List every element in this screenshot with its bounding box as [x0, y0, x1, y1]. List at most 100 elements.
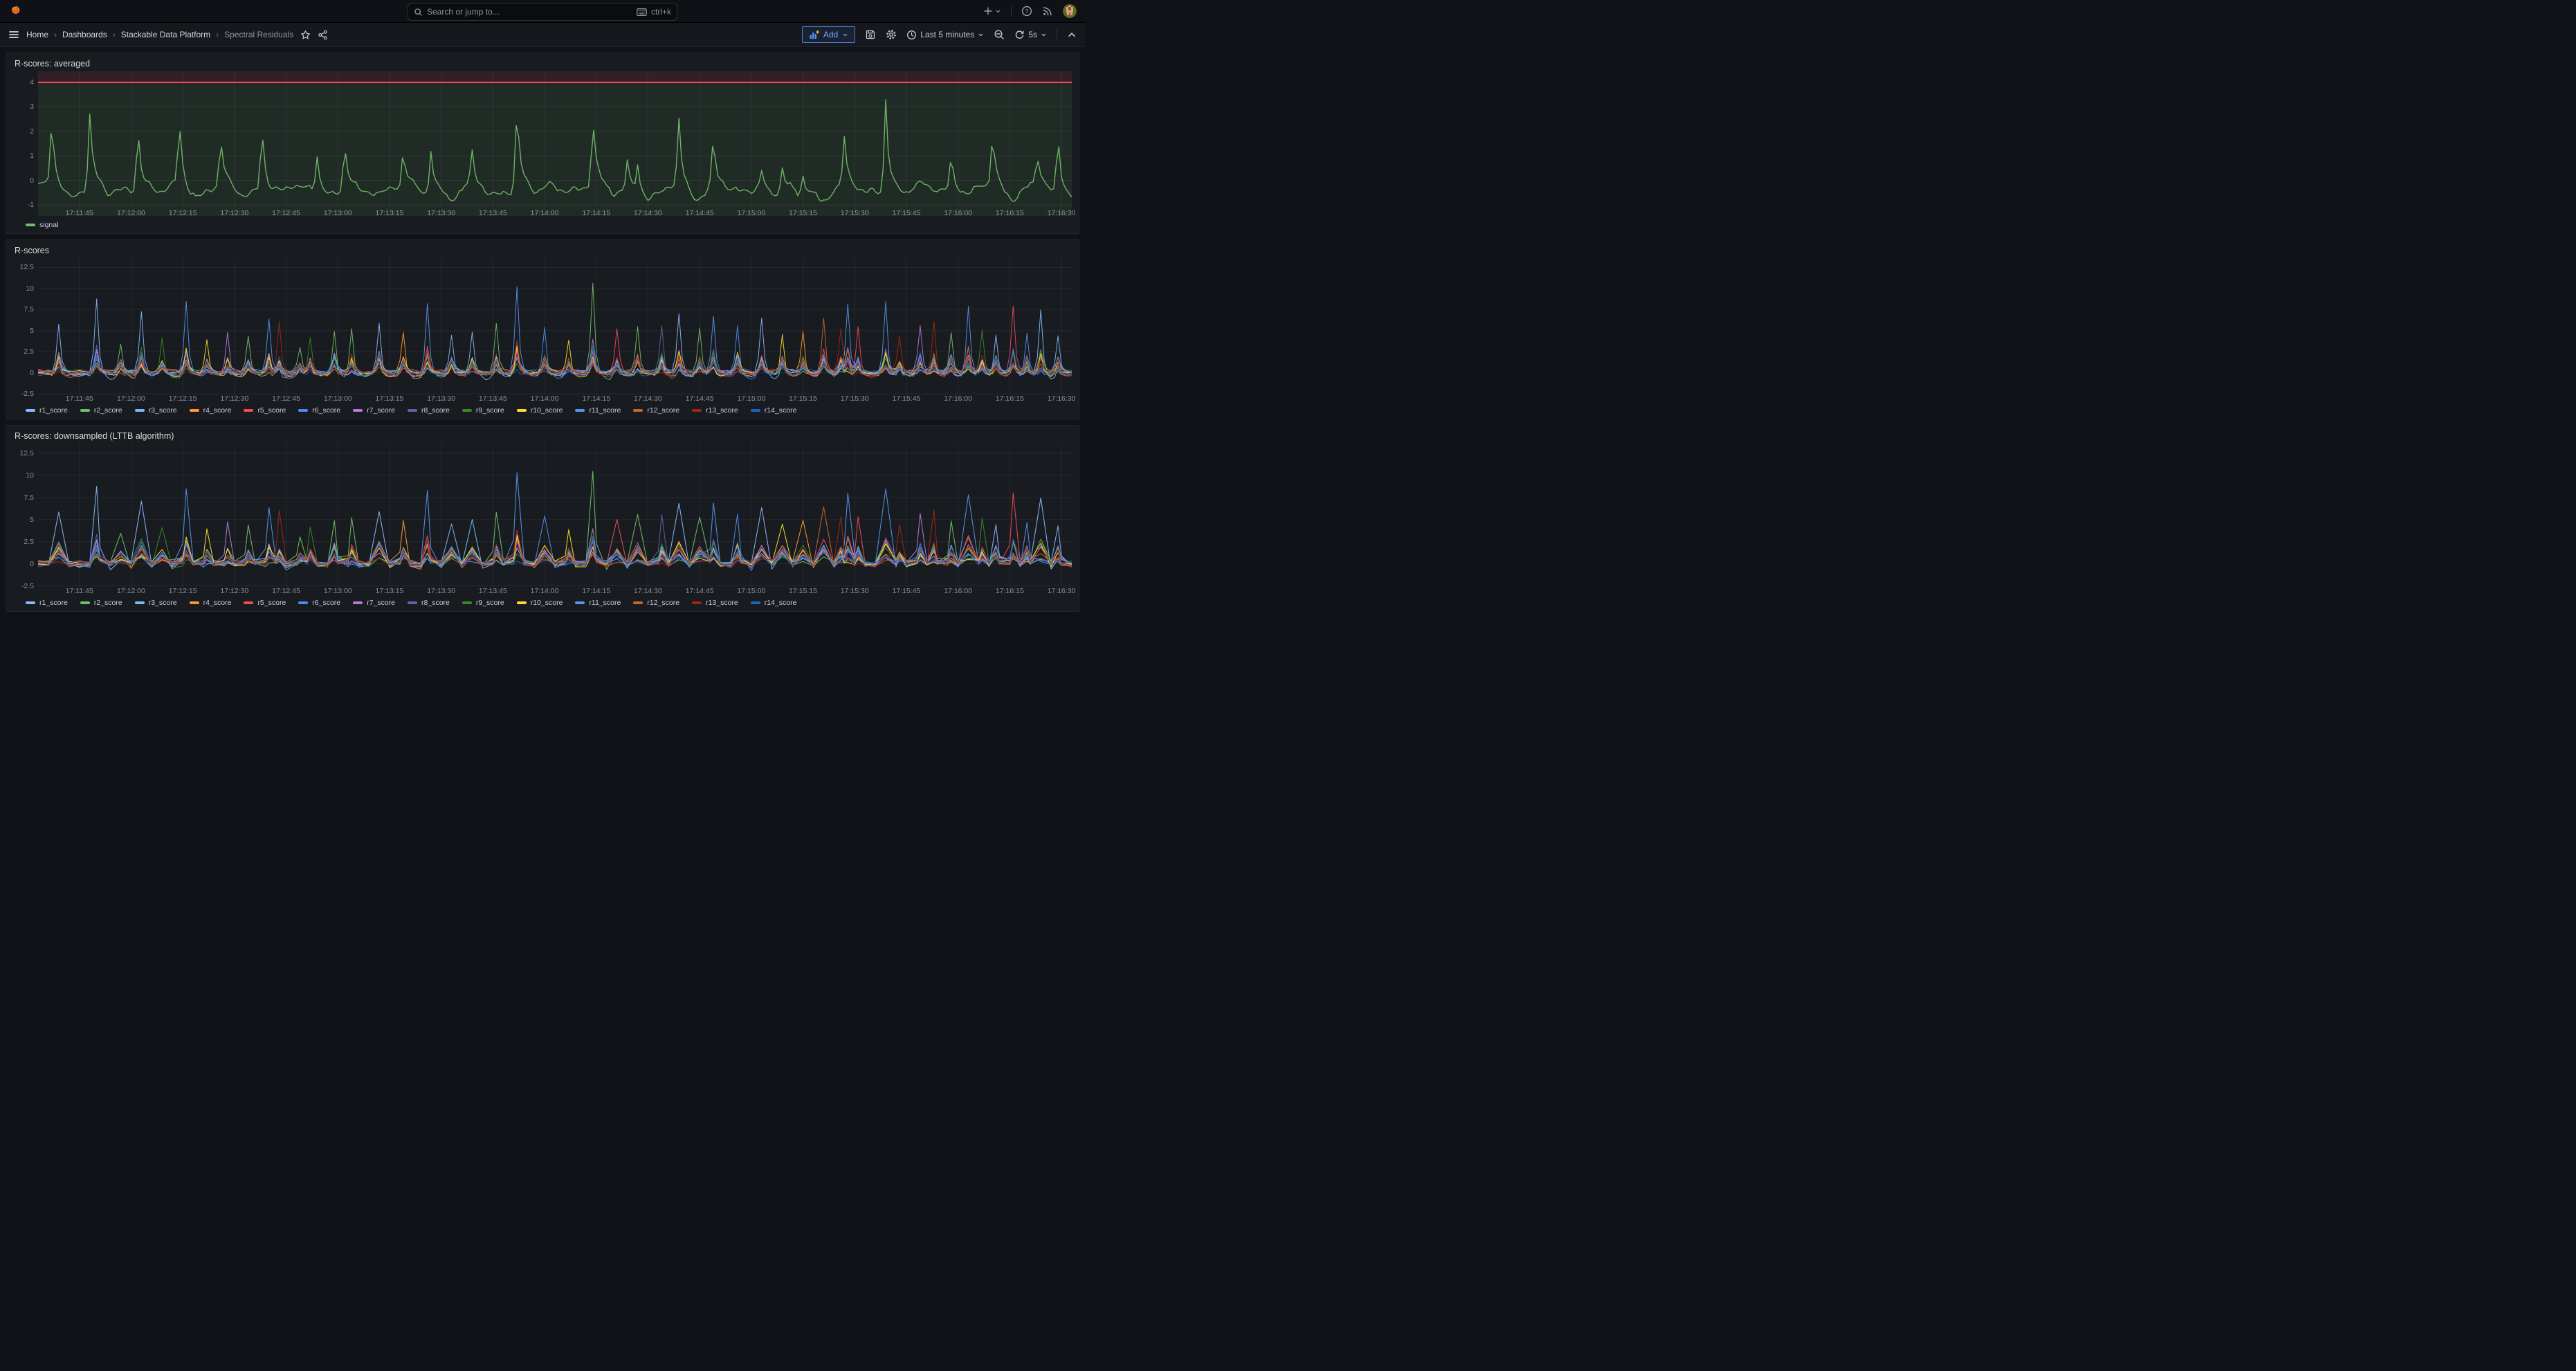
- x-axis-tick-label: 17:12:15: [169, 394, 197, 403]
- legend-item-r8_score[interactable]: r8_score: [408, 406, 450, 415]
- x-axis-tick-label: 17:12:15: [169, 587, 197, 595]
- x-axis-tick-label: 17:13:15: [376, 394, 404, 403]
- refresh-picker[interactable]: 5s: [1014, 30, 1047, 40]
- legend-item-r9_score[interactable]: r9_score: [462, 406, 504, 415]
- breadcrumb-item-home[interactable]: Home: [26, 30, 48, 39]
- news-button[interactable]: [1042, 6, 1053, 17]
- legend-label: r1_score: [39, 406, 68, 415]
- legend-item-r2_score[interactable]: r2_score: [80, 599, 122, 607]
- search-icon: [414, 8, 423, 17]
- y-axis-tick-label: 10: [26, 471, 34, 480]
- y-axis-tick-label: 0: [30, 560, 34, 568]
- breadcrumb-item-dashboards[interactable]: Dashboards: [62, 30, 107, 39]
- legend-item-r2_score[interactable]: r2_score: [80, 406, 122, 415]
- legend-item-r11_score[interactable]: r11_score: [575, 406, 621, 415]
- time-series-chart[interactable]: 43210-1 17:11:4517:12:0017:12:1517:12:30…: [13, 71, 1072, 219]
- legend-item-r12_score[interactable]: r12_score: [633, 599, 679, 607]
- breadcrumb-item-stackable-data-platform[interactable]: Stackable Data Platform: [121, 30, 210, 39]
- search-shortcut: ctrl+k: [651, 7, 671, 17]
- user-avatar[interactable]: [1063, 4, 1077, 18]
- x-axis-tick-label: 17:13:45: [479, 209, 507, 217]
- legend-item-signal[interactable]: signal: [26, 221, 58, 229]
- legend-swatch: [633, 409, 643, 412]
- panel-title[interactable]: R-scores: averaged: [15, 57, 1072, 70]
- legend-item-r1_score[interactable]: r1_score: [26, 406, 68, 415]
- favorite-star-button[interactable]: [300, 30, 311, 40]
- legend-item-r13_score[interactable]: r13_score: [692, 599, 738, 607]
- plot-area[interactable]: [38, 71, 1072, 216]
- x-axis-tick-label: 17:12:30: [220, 394, 248, 403]
- legend-item-r14_score[interactable]: r14_score: [751, 406, 797, 415]
- x-axis-tick-label: 17:11:45: [66, 394, 93, 403]
- legend-item-r10_score[interactable]: r10_score: [517, 406, 563, 415]
- legend-item-r14_score[interactable]: r14_score: [751, 599, 797, 607]
- legend-item-r7_score[interactable]: r7_score: [353, 406, 395, 415]
- legend-item-r8_score[interactable]: r8_score: [408, 599, 450, 607]
- time-series-chart[interactable]: 12.5107.552.50-2.5 17:11:4517:12:0017:12…: [13, 258, 1072, 404]
- legend-swatch: [190, 601, 199, 604]
- refresh-icon: [1014, 30, 1025, 40]
- legend-label: r3_score: [149, 599, 177, 607]
- legend-item-r5_score[interactable]: r5_score: [244, 406, 286, 415]
- save-dashboard-button[interactable]: [865, 29, 876, 40]
- legend-item-r5_score[interactable]: r5_score: [244, 599, 286, 607]
- x-axis-tick-label: 17:13:15: [376, 209, 404, 217]
- new-button[interactable]: [983, 6, 1001, 16]
- legend-item-r4_score[interactable]: r4_score: [190, 599, 232, 607]
- help-button[interactable]: ?: [1021, 6, 1032, 17]
- legend-item-r7_score[interactable]: r7_score: [353, 599, 395, 607]
- grafana-logo[interactable]: [8, 3, 24, 19]
- legend-item-r12_score[interactable]: r12_score: [633, 406, 679, 415]
- legend-item-r1_score[interactable]: r1_score: [26, 599, 68, 607]
- y-axis-tick-label: 12.5: [20, 449, 34, 457]
- time-series-chart[interactable]: 12.5107.552.50-2.5 17:11:4517:12:0017:12…: [13, 444, 1072, 597]
- legend-item-r3_score[interactable]: r3_score: [135, 406, 177, 415]
- legend-swatch: [408, 601, 417, 604]
- legend-item-r3_score[interactable]: r3_score: [135, 599, 177, 607]
- x-axis-tick-label: 17:15:45: [893, 394, 921, 403]
- x-axis-tick-label: 17:12:45: [272, 394, 300, 403]
- gear-icon: [886, 29, 897, 40]
- legend-item-r9_score[interactable]: r9_score: [462, 599, 504, 607]
- y-axis-tick-label: 1: [30, 152, 34, 160]
- dashboard-settings-button[interactable]: [886, 29, 897, 40]
- mega-menu-toggle[interactable]: [8, 29, 19, 40]
- x-axis-tick-label: 17:15:00: [737, 209, 765, 217]
- share-icon: [318, 30, 328, 40]
- panel-title[interactable]: R-scores: [15, 244, 1072, 257]
- zoom-out-button[interactable]: [994, 29, 1005, 40]
- legend-item-r4_score[interactable]: r4_score: [190, 406, 232, 415]
- legend-label: r5_score: [257, 599, 286, 607]
- save-icon: [865, 29, 876, 40]
- y-axis-tick-label: 7.5: [24, 493, 34, 502]
- zoom-out-icon: [994, 29, 1005, 40]
- y-axis-tick-label: 0: [30, 176, 34, 185]
- legend-item-r11_score[interactable]: r11_score: [575, 599, 621, 607]
- series-line-r2_score: [38, 471, 1072, 570]
- legend-item-r6_score[interactable]: r6_score: [298, 599, 340, 607]
- breadcrumb-separator: ›: [216, 30, 219, 39]
- y-axis-tick-label: 10: [26, 284, 34, 293]
- plot-area[interactable]: [38, 444, 1072, 594]
- panel-title[interactable]: R-scores: downsampled (LTTB algorithm): [15, 430, 1072, 442]
- y-axis-tick-label: 7.5: [24, 305, 34, 314]
- plot-area[interactable]: [38, 258, 1072, 401]
- legend-label: r12_score: [647, 406, 679, 415]
- breadcrumb-separator: ›: [54, 30, 57, 39]
- add-button[interactable]: Add: [802, 26, 855, 43]
- x-axis-tick-label: 17:15:45: [893, 209, 921, 217]
- legend-item-r13_score[interactable]: r13_score: [692, 406, 738, 415]
- legend-item-r10_score[interactable]: r10_score: [517, 599, 563, 607]
- collapse-toolbar-button[interactable]: [1067, 30, 1077, 39]
- legend-label: r9_score: [476, 599, 504, 607]
- y-axis-tick-label: -2.5: [21, 582, 34, 590]
- x-axis-tick-label: 17:16:15: [996, 209, 1024, 217]
- x-axis-tick-label: 17:16:00: [944, 209, 972, 217]
- search-input[interactable]: Search or jump to... ctrl+k: [408, 3, 677, 21]
- share-button[interactable]: [318, 30, 328, 40]
- legend-label: r12_score: [647, 599, 679, 607]
- time-range-picker[interactable]: Last 5 minutes: [906, 30, 984, 40]
- x-axis-tick-label: 17:16:15: [996, 394, 1024, 403]
- legend-item-r6_score[interactable]: r6_score: [298, 406, 340, 415]
- legend-swatch: [135, 601, 145, 604]
